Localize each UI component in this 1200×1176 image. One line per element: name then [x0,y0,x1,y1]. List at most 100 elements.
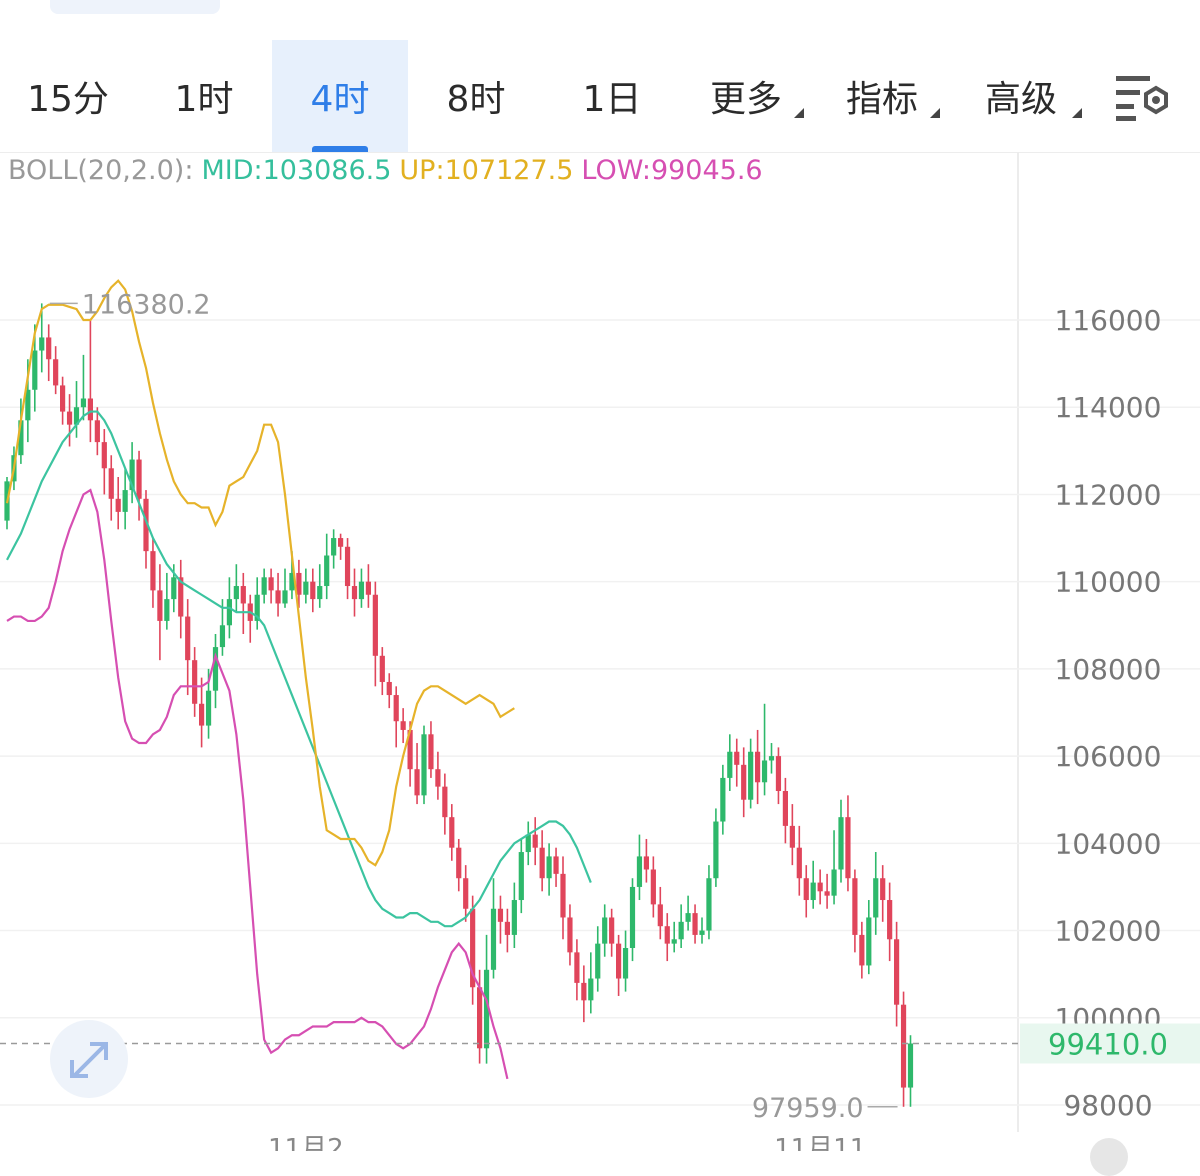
candle-body [907,1043,914,1088]
candle-body [435,769,441,787]
candle-body [199,703,205,726]
candle-body [414,769,420,796]
tab-label: 更多 [709,79,782,120]
candle-body [845,817,851,879]
candle-body [240,586,246,604]
tab-label: 高级 [984,79,1057,120]
candle-body [393,695,399,722]
candle-body [609,917,615,944]
candle-body [483,969,490,1049]
tab-1h[interactable]: 1时 [136,40,272,152]
candle-body [324,555,330,587]
candle-body [741,764,747,800]
y-tick-label: 98000 [1063,1089,1152,1122]
candle-body [817,882,823,892]
candle-body [616,943,622,979]
min-price-label: 97959.0 [752,1093,864,1124]
candle-body [504,921,510,935]
candle-body [157,590,163,621]
candle-body [831,869,837,896]
candle-body [796,847,802,879]
y-tick-label: 112000 [1055,478,1162,511]
candle-body [692,913,698,935]
candle-body [602,917,608,944]
candle-body [421,734,427,796]
candle-body [46,337,52,360]
candle-body [532,834,538,848]
max-price-label: 116380.2 [82,289,211,320]
candle-body [136,459,142,499]
y-tick-label: 108000 [1055,653,1162,686]
current-price-box [1020,1023,1200,1064]
candle-body [755,751,761,783]
candle-body [449,817,455,848]
candle-body [212,647,219,691]
price-chart[interactable]: 9800010000010200010400010600010800011000… [0,152,1200,1151]
scroll-indicator[interactable] [1090,1138,1128,1176]
candle-body [164,599,170,621]
active-tab-indicator [312,146,368,152]
expand-chart-button[interactable] [50,1020,128,1098]
candle-body [713,821,719,879]
candle-body [275,590,281,604]
candle-body [650,869,656,905]
boll-up: UP:107127.5 [399,155,574,186]
candle-body [525,834,531,853]
tab-advanced[interactable]: 高级 [962,40,1082,152]
candle-body [442,786,448,818]
boll-name: BOLL(20,2.0): [8,155,194,186]
timeframe-tabs: 15分 1时 4时 8时 1日 更多 指标 高级 [0,40,1200,153]
candle-body [115,498,121,512]
tab-15m[interactable]: 15分 [0,40,136,152]
tab-4h[interactable]: 4时 [272,40,408,152]
candle-body [824,891,830,896]
candle-body [463,878,469,909]
candle-body [838,817,844,870]
candle-body [900,1004,907,1088]
candle-body [574,952,580,983]
tab-8h[interactable]: 8时 [408,40,544,152]
boll-indicator-values: BOLL(20,2.0): MID:103086.5 UP:107127.5 LOW:… [8,155,771,186]
candle-body [671,939,677,944]
candle-body [261,577,267,595]
candle-body [150,551,156,591]
candle-body [643,856,649,870]
candle-body [101,442,107,469]
tab-more[interactable]: 更多 [690,40,804,152]
tab-label: 1日 [582,79,642,120]
candle-body [803,878,809,901]
candle-body [727,751,733,778]
candle-body [233,586,239,600]
candle-body [490,908,497,970]
candle-body [873,878,879,918]
candle-body [358,581,365,600]
candle-body [636,856,643,887]
candle-body [289,572,295,591]
y-tick-label: 106000 [1055,740,1162,773]
candle-body [331,538,337,556]
candle-body [810,882,816,901]
y-tick-label: 102000 [1055,915,1162,948]
y-tick-label: 116000 [1055,304,1162,337]
candle-body [268,577,274,591]
candle-body [122,490,128,512]
candle-body [80,398,87,408]
candle-body [852,878,858,935]
candle-body [588,978,594,1001]
candle-body [734,751,740,765]
candle-body [775,756,782,791]
candle-body [859,934,865,966]
chart-settings-button[interactable] [1112,70,1174,126]
dropdown-caret-icon [1072,108,1082,118]
candle-body [894,939,900,1005]
candle-body [400,721,406,730]
tab-indicators[interactable]: 指标 [826,40,940,152]
candle-body [782,791,788,826]
candle-body [553,856,559,874]
candle-body [143,498,149,552]
tab-1d[interactable]: 1日 [544,40,680,152]
expand-arrows-icon [70,1042,108,1078]
candle-body [595,943,601,979]
candle-body [685,913,691,922]
candle-body [282,590,288,604]
